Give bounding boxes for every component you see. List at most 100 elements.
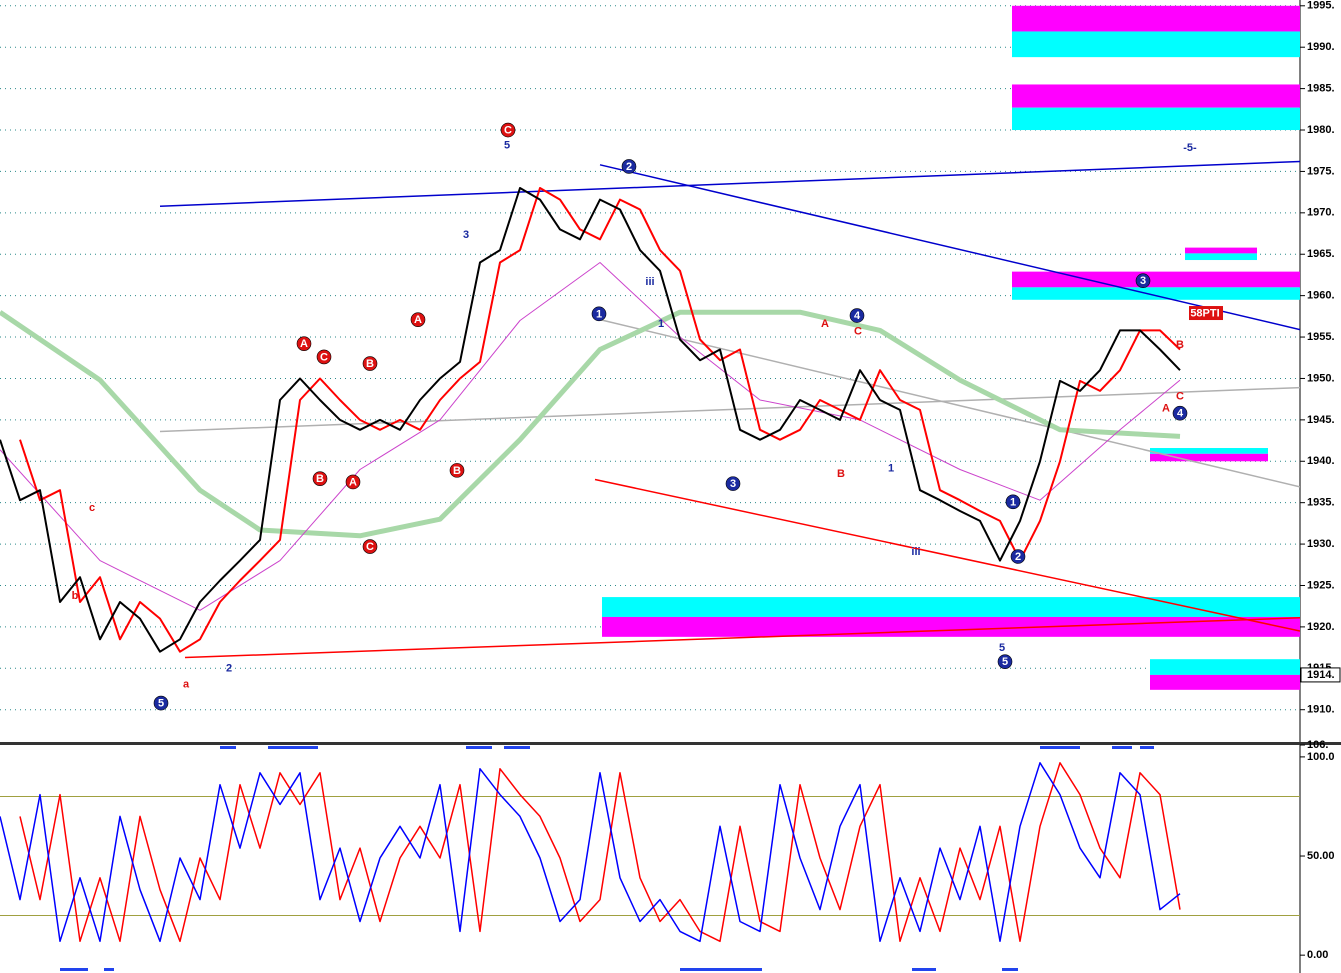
- y-tick-label: 1960.: [1307, 290, 1335, 302]
- zone: [1185, 253, 1257, 261]
- wave-label: 1: [888, 462, 894, 474]
- y-tick-label: 1965.: [1307, 248, 1335, 260]
- wave-marker: [1010, 549, 1026, 564]
- session-marker: [504, 746, 530, 749]
- wave-label: 2: [226, 663, 232, 675]
- y-tick-label: 1970.: [1307, 207, 1335, 219]
- wave-label: iii: [911, 546, 920, 558]
- wave-label: 5: [504, 139, 510, 151]
- wave-label: a: [183, 678, 190, 690]
- wave-label: 2: [626, 161, 632, 173]
- session-marker: [60, 968, 88, 971]
- zone: [1012, 5, 1300, 32]
- wave-marker: [312, 471, 328, 486]
- trend-line: [599, 164, 1300, 331]
- wave-marker: [997, 654, 1013, 669]
- wave-label: b: [72, 590, 79, 602]
- y-tick-label: 1920.: [1307, 621, 1335, 633]
- wave-marker: [316, 349, 332, 365]
- wave-label: A: [414, 314, 422, 326]
- session-marker: [680, 968, 762, 971]
- series-line: [19, 762, 1181, 943]
- wave-label: B: [453, 465, 461, 477]
- session-marker: [268, 746, 318, 749]
- wave-label: B: [316, 473, 324, 485]
- y-tick-label: 1980.: [1307, 124, 1335, 136]
- wave-label: 3: [1140, 275, 1146, 287]
- wave-marker: [362, 356, 378, 371]
- wave-label: -5-: [1183, 142, 1197, 154]
- wave-label: A: [1162, 403, 1170, 415]
- y-tick-label: 1930.: [1307, 538, 1335, 550]
- wave-marker: [449, 463, 465, 478]
- zone: [1012, 287, 1300, 300]
- wave-marker: [296, 336, 312, 351]
- session-marker: [220, 746, 236, 749]
- y-tick-label: 106.: [1307, 739, 1328, 751]
- pane-separator: [0, 742, 1341, 745]
- trend-line: [594, 478, 1300, 632]
- y-tick-label: 0.00: [1307, 949, 1328, 961]
- wave-label: 5: [999, 642, 1005, 654]
- wave-label: 2: [1015, 551, 1021, 563]
- wave-marker: [1135, 273, 1151, 289]
- session-markers: [60, 746, 1154, 971]
- y-tick-label: 1925.: [1307, 579, 1335, 591]
- wave-label: 4: [854, 310, 861, 322]
- session-marker: [466, 746, 492, 749]
- session-marker: [1002, 968, 1018, 971]
- wave-marker: [500, 122, 516, 138]
- wave-marker: [1172, 405, 1188, 421]
- series-line: [0, 762, 1181, 943]
- zone: [1012, 271, 1300, 288]
- wave-label: 5: [158, 697, 164, 709]
- y-tick-label: 1950.: [1307, 372, 1335, 384]
- wave-marker: [362, 539, 378, 554]
- session-marker: [1112, 746, 1132, 749]
- trend-line: [159, 160, 1300, 207]
- y-tick-label: 1975.: [1307, 165, 1335, 177]
- last-price-box: [1300, 667, 1341, 683]
- zone: [602, 597, 1300, 617]
- plot-area: [0, 762, 1300, 943]
- wave-label: 1: [1010, 496, 1016, 508]
- wave-label: 3: [730, 478, 736, 490]
- wave-label: iii: [645, 276, 654, 288]
- session-marker: [104, 968, 114, 971]
- zone: [1012, 31, 1300, 58]
- wave-label: 4: [1177, 408, 1184, 420]
- zone: [602, 616, 1300, 637]
- zone: [1012, 84, 1300, 108]
- wave-label: 1: [596, 308, 602, 320]
- wave-label: 58PTI: [1190, 307, 1219, 319]
- wave-marker: [345, 474, 361, 490]
- zone: [1150, 659, 1300, 675]
- wave-label: A: [349, 476, 357, 488]
- y-tick-label: 1940.: [1307, 455, 1335, 467]
- wave-label: c: [89, 502, 95, 514]
- label-box: [1189, 306, 1223, 321]
- zone: [1185, 247, 1257, 254]
- wave-label: B: [366, 358, 374, 370]
- wave-label: C: [1176, 390, 1184, 402]
- wave-marker: [153, 695, 169, 711]
- wave-marker: [410, 312, 426, 327]
- zone: [1150, 674, 1300, 690]
- wave-label: B: [837, 468, 845, 480]
- y-tick-label: 50.00: [1307, 850, 1335, 862]
- trend-line: [184, 617, 1300, 659]
- session-marker: [1040, 746, 1080, 749]
- zone: [1150, 453, 1268, 462]
- y-tick-label: 1935.: [1307, 497, 1335, 509]
- y-tick-label: 1995.: [1307, 0, 1335, 12]
- wave-marker: [849, 308, 865, 323]
- zone: [1012, 107, 1300, 131]
- session-marker: [912, 968, 936, 971]
- series-line: [0, 187, 1181, 653]
- session-marker: [1140, 746, 1154, 749]
- wave-marker: [621, 159, 637, 174]
- last-price-label: 1914.: [1307, 669, 1335, 681]
